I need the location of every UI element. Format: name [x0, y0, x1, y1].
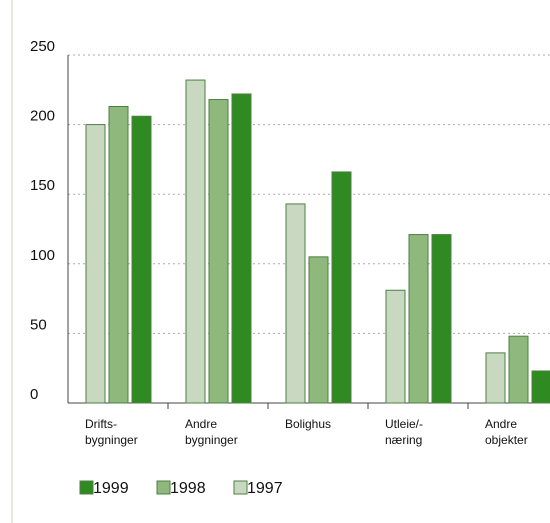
- x-tick-label: bygninger: [185, 433, 238, 447]
- legend-swatch: [156, 480, 171, 495]
- legend-swatch: [233, 480, 248, 495]
- x-tick-label: bygninger: [85, 433, 138, 447]
- legend-label: 1999: [93, 480, 129, 497]
- bar: [231, 93, 252, 404]
- bar: [485, 352, 506, 404]
- bar: [308, 256, 329, 404]
- bar: [508, 335, 529, 404]
- bar: [385, 289, 406, 404]
- y-tick-label: 150: [30, 177, 55, 194]
- legend-label: 1998: [170, 480, 206, 497]
- bar: [408, 234, 429, 404]
- bar: [208, 99, 229, 404]
- y-tick-label: 200: [30, 108, 55, 125]
- y-tick-label: 0: [30, 386, 38, 403]
- legend-label: 1997: [247, 480, 283, 497]
- y-tick-label: 100: [30, 247, 55, 264]
- legend-swatch: [79, 480, 94, 495]
- x-tick-label: objekter: [485, 433, 528, 447]
- bar: [85, 124, 106, 404]
- x-tick-label: næring: [385, 433, 422, 447]
- bar: [431, 234, 452, 404]
- bar: [531, 370, 550, 404]
- bar: [108, 106, 129, 404]
- x-tick-label: Andre: [185, 417, 217, 431]
- y-tick-label: 50: [30, 316, 47, 333]
- bar: [131, 115, 152, 404]
- bar: [331, 171, 352, 404]
- bar: [285, 203, 306, 404]
- bar: [185, 79, 206, 404]
- x-tick-label: Drifts-: [85, 417, 117, 431]
- x-tick-label: Utleie/-: [385, 417, 423, 431]
- x-tick-label: Bolighus: [285, 417, 331, 431]
- y-tick-label: 250: [30, 38, 55, 55]
- x-tick-label: Andre: [485, 417, 517, 431]
